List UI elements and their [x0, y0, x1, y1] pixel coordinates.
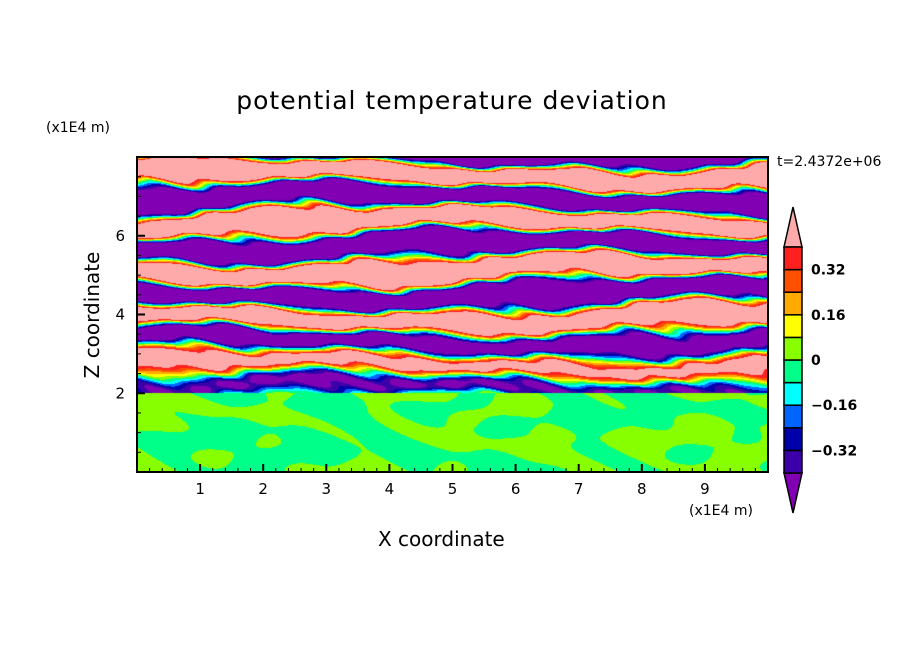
x-tick-label: 8	[637, 480, 647, 498]
contour-field	[137, 157, 768, 472]
colorbar-box	[783, 246, 803, 271]
colorbar-label: −0.32	[811, 443, 857, 459]
colorbar-box	[783, 449, 803, 474]
x-tick-label: 6	[511, 480, 521, 498]
x-tick-label: 4	[385, 480, 395, 498]
colorbar-label: 0.16	[811, 308, 846, 324]
colorbar-box	[783, 314, 803, 339]
colorbar-box	[783, 427, 803, 452]
colorbar-label: −0.16	[811, 398, 857, 414]
colorbar-min-triangle	[783, 472, 803, 514]
plot-frame	[136, 156, 769, 473]
x-tick-label: 5	[448, 480, 458, 498]
x-tick-label: 9	[700, 480, 710, 498]
colorbar-box	[783, 268, 803, 293]
z-tick-label: 4	[115, 306, 125, 324]
z-tick-label: 2	[115, 384, 125, 402]
x-tick-label: 2	[258, 480, 268, 498]
colorbar-box	[783, 404, 803, 429]
colorbar-box	[783, 291, 803, 316]
chart-title: potential temperature deviation	[236, 86, 668, 115]
x-tick-label: 7	[574, 480, 584, 498]
colorbar-label: 0	[811, 353, 821, 369]
colorbar-max-triangle	[783, 206, 803, 248]
x-axis-unit: (x1E4 m)	[689, 503, 753, 519]
colorbar-label: 0.32	[811, 263, 846, 279]
colorbar-box	[783, 359, 803, 384]
colorbar-box	[783, 336, 803, 361]
x-axis-label: X coordinate	[378, 527, 505, 551]
time-annotation: t=2.4372e+06	[777, 154, 882, 170]
z-tick-label: 6	[115, 227, 125, 245]
z-axis-unit: (x1E4 m)	[46, 120, 110, 136]
colorbar-box	[783, 381, 803, 406]
x-tick-label: 3	[322, 480, 332, 498]
x-tick-label: 1	[195, 480, 205, 498]
